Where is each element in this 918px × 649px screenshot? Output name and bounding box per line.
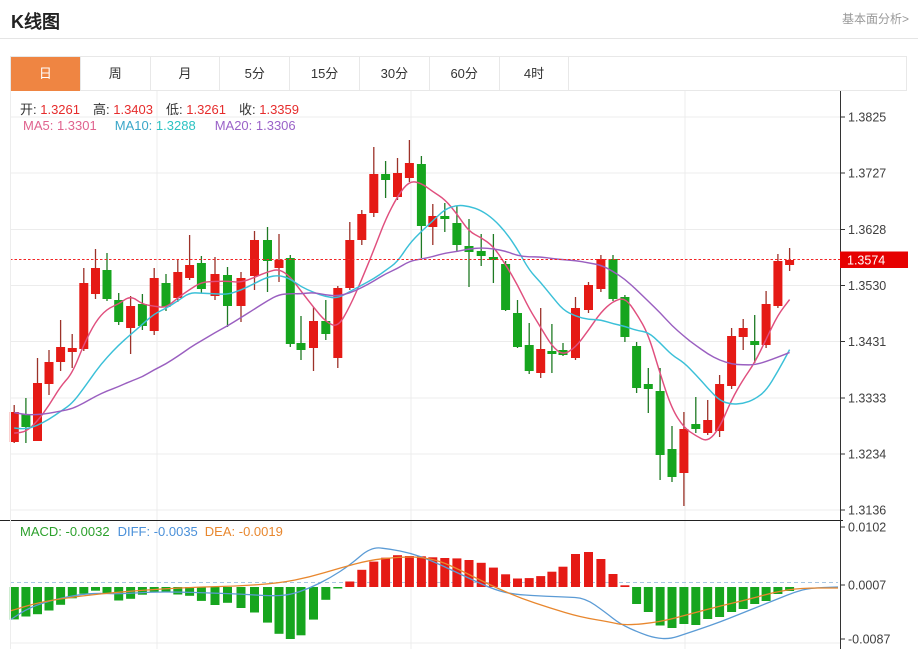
svg-text:0.0007: 0.0007 bbox=[848, 579, 886, 593]
svg-text:0.0102: 0.0102 bbox=[848, 521, 886, 535]
svg-text:1.3431: 1.3431 bbox=[848, 335, 886, 349]
svg-text:-0.0087: -0.0087 bbox=[848, 633, 890, 647]
svg-text:1.3530: 1.3530 bbox=[848, 279, 886, 293]
svg-text:1.3825: 1.3825 bbox=[848, 111, 886, 125]
svg-text:1.3136: 1.3136 bbox=[848, 504, 886, 518]
svg-text:1.3727: 1.3727 bbox=[848, 167, 886, 181]
svg-text:1.3333: 1.3333 bbox=[848, 392, 886, 406]
svg-text:1.3628: 1.3628 bbox=[848, 223, 886, 237]
svg-text:1.3574: 1.3574 bbox=[847, 254, 885, 268]
svg-text:1.3234: 1.3234 bbox=[848, 448, 886, 462]
